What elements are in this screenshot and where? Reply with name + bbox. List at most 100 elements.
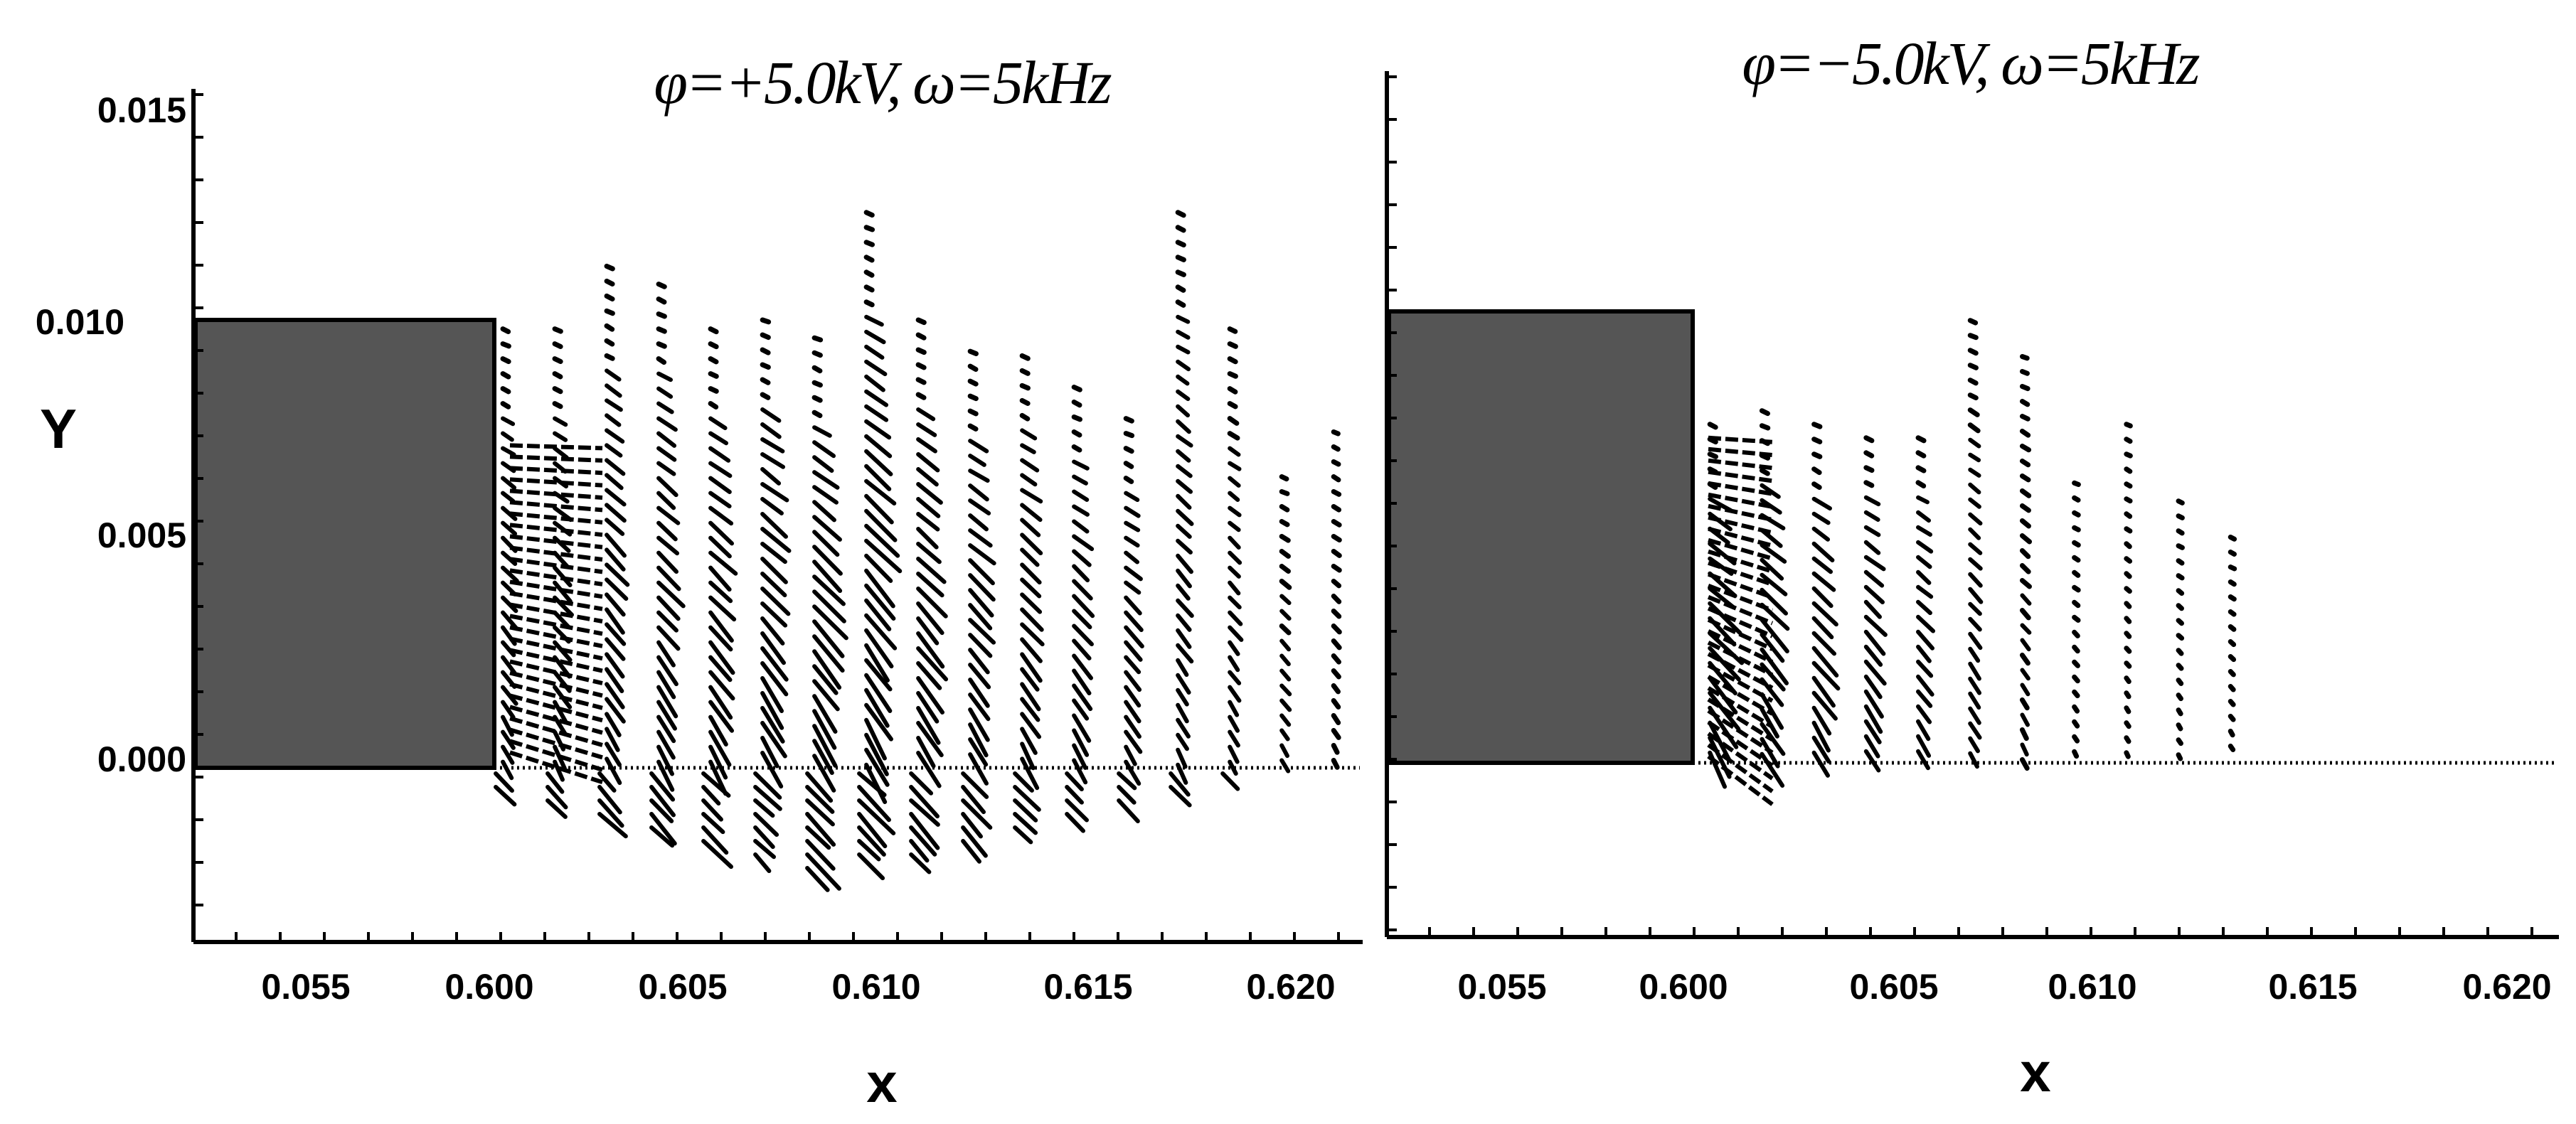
right-vector-arrow (1759, 423, 1771, 431)
right-vector-arrow (2019, 548, 2031, 560)
left-vector-arrow (1228, 610, 1243, 626)
left-vector-arrow (597, 798, 624, 828)
left-vector-arrow (605, 383, 622, 398)
left-vector-arrow (1020, 488, 1043, 504)
right-vector-arrow (2228, 669, 2236, 678)
left-vector-arrow (760, 587, 791, 616)
right-vector-arrow (2176, 528, 2185, 536)
left-vector-arrow (1072, 728, 1090, 757)
left-vector-arrow (1020, 562, 1042, 585)
left-vector-arrow (605, 428, 625, 444)
left-vector-arrow (1331, 698, 1341, 710)
left-vector-arrow (812, 560, 843, 593)
left-vector-arrow (760, 467, 782, 486)
left-vector-arrow (604, 278, 615, 287)
right-vector-arrow (2124, 422, 2133, 429)
left-vector-arrow (1279, 504, 1290, 513)
left-vector-arrow (864, 568, 895, 609)
left-vector-arrow (605, 562, 630, 587)
left-vector-arrow (1020, 682, 1041, 712)
left-vector-arrow (605, 458, 626, 476)
left-vector-arrow (656, 744, 674, 776)
right-vector-arrow (1707, 652, 1774, 690)
right-vector-arrow (1811, 750, 1830, 778)
right-vector-arrow (1915, 450, 1927, 459)
left-vector-arrow (1020, 667, 1040, 692)
left-vector-arrow (864, 449, 893, 476)
left-vector-arrow (708, 491, 732, 509)
right-vector-arrow (1968, 437, 1981, 449)
left-vector-arrow (1331, 623, 1342, 635)
right-vector-arrow (2019, 533, 2033, 545)
right-vector-arrow (1708, 549, 1773, 574)
left-vector-arrow (649, 771, 676, 802)
right-vector-arrow (1863, 510, 1880, 522)
right-vector-arrow (2019, 563, 2031, 574)
left-vector-arrow (812, 530, 840, 557)
right-vector-arrow (1915, 435, 1927, 444)
right-vector-arrow (1968, 512, 1983, 526)
left-vector-arrow (864, 389, 889, 407)
right-vector-arrow (1968, 587, 1984, 604)
left-vector-arrow (760, 362, 771, 370)
left-vector-arrow (961, 825, 988, 858)
right-vector-arrow (2020, 742, 2029, 757)
left-vector-arrow (656, 595, 681, 621)
left-vector-arrow (552, 341, 563, 350)
left-vector-arrow (1279, 653, 1291, 667)
left-vector-arrow (1331, 758, 1340, 770)
left-vector-arrow (916, 527, 939, 550)
left-vector-arrow (863, 255, 875, 263)
left-vector-arrow (864, 762, 888, 804)
left-vector-arrow (1279, 668, 1292, 682)
right-vector-arrow (2176, 663, 2184, 671)
left-vector-arrow (1176, 568, 1192, 589)
left-vector-arrow (553, 759, 565, 782)
right-vector-arrow (1968, 482, 1981, 495)
left-vector-arrow (509, 500, 603, 513)
right-vector-arrow (1863, 569, 1885, 588)
left-vector-arrow (916, 691, 940, 724)
left-vector-arrow (1228, 550, 1242, 565)
left-vector-arrow (708, 520, 735, 546)
right-vector-arrow (1708, 675, 1738, 714)
left-x-tick-label: 0.605 (638, 967, 727, 1007)
right-vector-arrow (1811, 675, 1836, 708)
left-vector-arrow (501, 520, 518, 536)
right-vector-arrow (2019, 369, 2030, 376)
left-vector-arrow (864, 687, 890, 728)
left-vector-arrow (708, 461, 733, 478)
right-vector-arrow (1968, 527, 1981, 540)
left-vector-arrow (909, 852, 932, 874)
left-vector-arrow (1176, 553, 1193, 574)
left-vector-arrow (1072, 474, 1088, 486)
left-vector-arrow (1020, 637, 1043, 663)
right-vector-arrow (1968, 452, 1981, 463)
left-vector-arrow (1228, 700, 1240, 717)
left-vector-arrow (605, 682, 625, 710)
right-vector-arrow (1916, 599, 1932, 616)
right-vector-arrow (2176, 678, 2184, 686)
left-vector-arrow (552, 356, 563, 365)
left-vector-arrow (552, 371, 563, 380)
left-vector-arrow (656, 282, 667, 289)
left-vector-arrow (968, 439, 989, 454)
right-vector-arrow (2019, 578, 2032, 589)
left-vector-arrow (708, 729, 732, 767)
left-vector-arrow (1124, 640, 1143, 662)
left-vector-arrow (708, 341, 719, 350)
left-vector-arrow (916, 512, 940, 532)
right-vector-arrow (1863, 435, 1875, 444)
right-vector-arrow (1708, 526, 1773, 548)
left-vector-arrow (1072, 519, 1090, 534)
right-vector-arrow (1967, 392, 1979, 401)
left-vector-arrow (656, 565, 681, 592)
left-vector-arrow (1228, 655, 1240, 673)
left-vector-arrow (1020, 532, 1043, 556)
left-vector-arrow (605, 742, 622, 767)
right-vector-arrow (2072, 540, 2081, 548)
right-vector-arrow (1863, 450, 1875, 459)
left-vector-arrow (1123, 431, 1135, 439)
left-vector-arrow (605, 413, 622, 427)
left-vector-arrow (1331, 444, 1341, 452)
